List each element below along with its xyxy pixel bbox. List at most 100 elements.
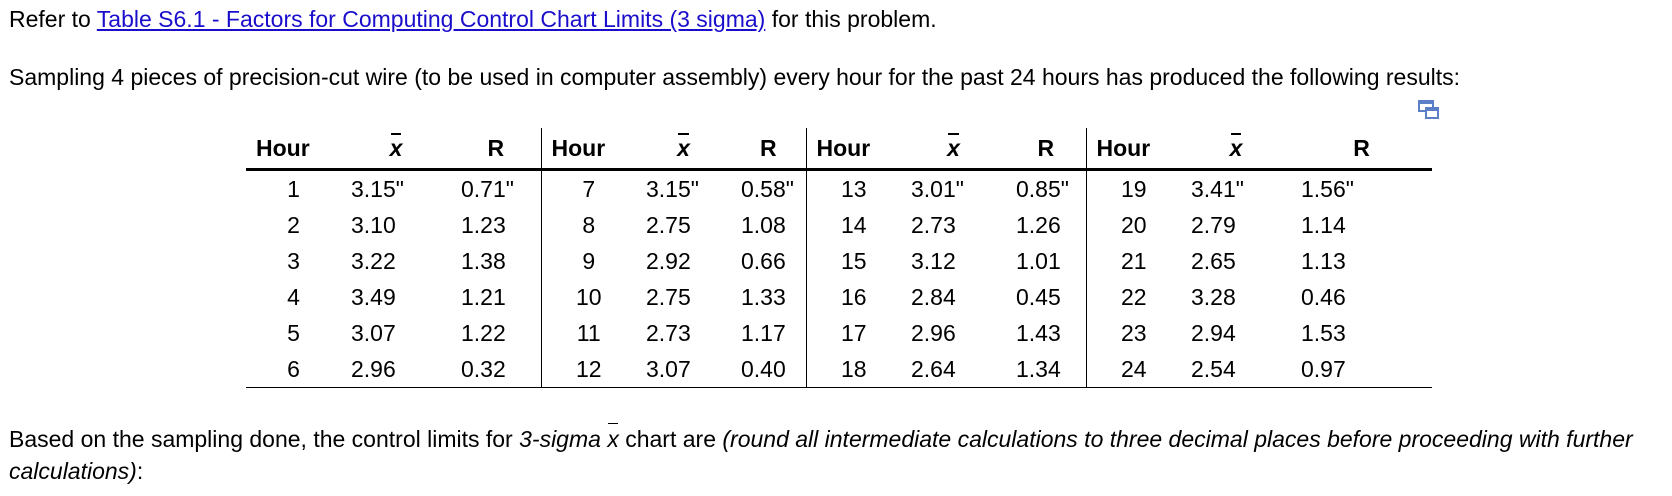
xbar-cell: 3.07 (351, 319, 396, 346)
range-cell: 0.40 (731, 351, 806, 388)
xbar-cell: 3.15" (646, 175, 699, 202)
range-cell: 1.23 (461, 211, 506, 238)
hour-cell: 18 (805, 351, 901, 388)
hour-cell: 21 (1085, 243, 1181, 279)
range-cell: 0.97 (1291, 351, 1432, 388)
table-header-row: Hour x R Hour x R Hour x R Hour x R (246, 128, 1432, 171)
header-range: R (731, 128, 806, 171)
xbar-cell: 3.10 (351, 211, 396, 238)
hour-cell: 10 (540, 279, 636, 315)
range-cell: 1.26 (1016, 211, 1061, 238)
hour-cell: 19 (1085, 169, 1181, 207)
xbar-cell: 2.75 (646, 283, 691, 310)
hour-cell: 16 (805, 279, 901, 315)
range-cell: 0.85" (1016, 175, 1069, 202)
table-row: 2 3.10 1.23 8 2.75 1.08 14 2.73 1.26 20 … (246, 207, 1432, 243)
range-cell: 1.56" (1301, 175, 1354, 202)
header-hour: Hour (805, 128, 901, 171)
xbar-cell: 3.28 (1191, 283, 1236, 310)
xbar-cell: 2.73 (911, 211, 956, 238)
sampling-table-container: Hour x R Hour x R Hour x R Hour x R 1 3.… (246, 128, 1432, 388)
xbar-cell: 3.12 (911, 247, 956, 274)
range-cell: 1.08 (741, 211, 786, 238)
header-xbar: x (901, 128, 1006, 171)
table-row: 6 2.96 0.32 12 3.07 0.40 18 2.64 1.34 24… (246, 351, 1432, 388)
range-cell: 1.38 (461, 247, 506, 274)
range-cell: 1.43 (1016, 319, 1061, 346)
hour-cell: 17 (805, 315, 901, 351)
xbar-cell: 2.75 (646, 211, 691, 238)
xbar-symbol: x (389, 132, 403, 161)
range-cell: 0.58" (741, 175, 794, 202)
xbar-symbol: x (1229, 132, 1243, 161)
table-row: 5 3.07 1.22 11 2.73 1.17 17 2.96 1.43 23… (246, 315, 1432, 351)
table-reference-link[interactable]: Table S6.1 - Factors for Computing Contr… (96, 6, 766, 32)
xbar-cell: 2.73 (646, 319, 691, 346)
xbar-cell: 2.65 (1191, 247, 1236, 274)
range-cell: 1.21 (461, 283, 506, 310)
header-range: R (451, 128, 541, 171)
xbar-cell: 2.96 (911, 319, 956, 346)
hour-cell: 12 (540, 351, 636, 388)
hour-cell: 7 (540, 169, 636, 207)
hour-cell: 8 (540, 207, 636, 243)
sampling-table: Hour x R Hour x R Hour x R Hour x R 1 3.… (246, 128, 1432, 388)
problem-description: Sampling 4 pieces of precision-cut wire … (9, 64, 1461, 90)
range-cell: 1.33 (741, 283, 786, 310)
range-cell: 0.66 (741, 247, 786, 274)
header-xbar: x (341, 128, 451, 171)
xbar-cell: 3.01" (911, 175, 964, 202)
header-hour: Hour (1085, 128, 1181, 171)
range-cell: 1.17 (741, 319, 786, 346)
xbar-symbol: x (677, 132, 690, 161)
question-part1: Based on the sampling done, the control … (9, 426, 520, 452)
xbar-symbol: x (947, 132, 960, 161)
header-hour: Hour (540, 128, 636, 171)
header-range: R (1006, 128, 1086, 171)
range-cell: 1.34 (1006, 351, 1086, 388)
xbar-cell: 2.92 (646, 247, 691, 274)
xbar-cell: 3.07 (636, 351, 731, 388)
range-cell: 1.14 (1301, 211, 1346, 238)
range-cell: 0.71" (461, 175, 514, 202)
hour-cell: 6 (246, 351, 341, 388)
hour-cell: 9 (540, 243, 636, 279)
question-part3: chart are (618, 426, 723, 452)
xbar-cell: 2.96 (341, 351, 451, 388)
table-row: 3 3.22 1.38 9 2.92 0.66 15 3.12 1.01 21 … (246, 243, 1432, 279)
range-cell: 0.32 (451, 351, 541, 388)
popout-window-icon[interactable] (1418, 100, 1440, 120)
table-row: 4 3.49 1.21 10 2.75 1.33 16 2.84 0.45 22… (246, 279, 1432, 315)
intro-prefix: Refer to (9, 6, 97, 32)
hour-cell: 23 (1085, 315, 1181, 351)
question-rounding-note: (round all intermediate calculations to … (9, 426, 1633, 484)
hour-cell: 14 (805, 207, 901, 243)
hour-cell: 22 (1085, 279, 1181, 315)
xbar-cell: 3.22 (351, 247, 396, 274)
hour-cell: 20 (1085, 207, 1181, 243)
xbar-cell: 2.79 (1191, 211, 1236, 238)
xbar-cell: 2.54 (1181, 351, 1291, 388)
hour-cell: 13 (805, 169, 901, 207)
xbar-symbol-inline: x (607, 423, 619, 455)
intro-line: Refer to Table S6.1 - Factors for Comput… (9, 4, 937, 34)
header-range: R (1291, 128, 1432, 171)
range-cell: 1.13 (1301, 247, 1346, 274)
hour-cell: 3 (287, 247, 300, 274)
range-cell: 0.45 (1016, 283, 1061, 310)
intro-suffix: for this problem. (765, 6, 937, 32)
table-row: 1 3.15" 0.71" 7 3.15" 0.58" 13 3.01" 0.8… (246, 169, 1432, 207)
range-cell: 1.53 (1301, 319, 1346, 346)
range-cell: 1.22 (461, 319, 506, 346)
hour-cell: 24 (1085, 351, 1181, 388)
hour-cell: 2 (287, 211, 300, 238)
hour-cell: 1 (287, 175, 300, 202)
range-cell: 1.01 (1016, 247, 1061, 274)
header-hour: Hour (246, 128, 341, 171)
hour-cell: 11 (540, 315, 636, 351)
xbar-cell: 2.64 (901, 351, 1006, 388)
hour-cell: 15 (805, 243, 901, 279)
question-part5: : (136, 458, 144, 484)
xbar-cell: 2.94 (1191, 319, 1236, 346)
question-text: Based on the sampling done, the control … (9, 423, 1649, 487)
